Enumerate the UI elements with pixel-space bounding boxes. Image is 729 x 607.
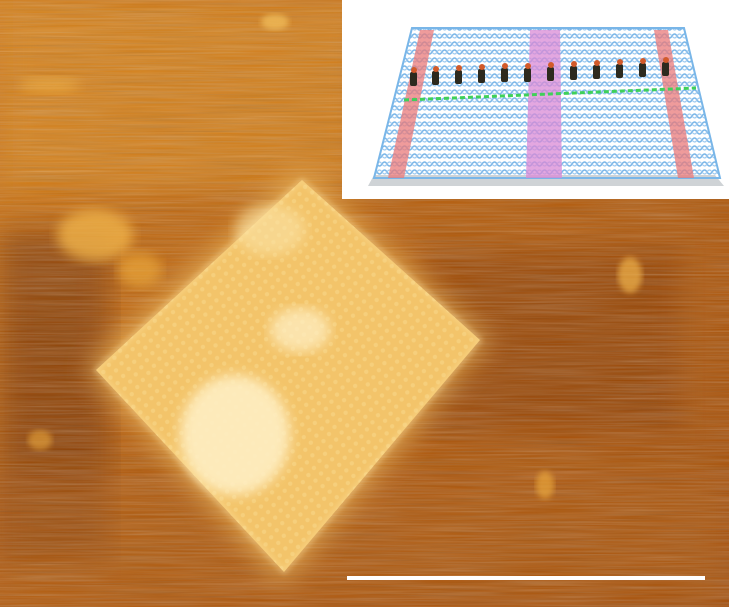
motif (570, 61, 577, 80)
motif (410, 67, 417, 86)
afm-debris (618, 257, 642, 293)
origami-tile-lattice (96, 180, 480, 572)
origami-edge (93, 177, 483, 575)
motif (547, 62, 554, 81)
motif (455, 65, 462, 84)
origami-schematic-inset (342, 0, 729, 199)
afm-debris (28, 430, 52, 450)
schematic-red-stripe-left (388, 30, 434, 178)
motif (501, 63, 508, 82)
schematic-green-track (403, 86, 697, 102)
motif (524, 63, 531, 82)
schematic-pink-band (526, 30, 562, 178)
origami-bright-patch (270, 308, 330, 352)
motif (662, 57, 669, 76)
afm-debris (118, 252, 162, 288)
schematic-motifs (410, 57, 669, 86)
origami-bright-patch (180, 375, 290, 495)
origami-bright-patch (235, 205, 305, 255)
afm-debris (20, 77, 80, 93)
origami-schematic (368, 27, 724, 186)
motif (432, 66, 439, 85)
motif (478, 64, 485, 83)
motif (593, 60, 600, 79)
afm-debris (57, 209, 133, 261)
motif (639, 58, 646, 77)
scale-bar (347, 576, 705, 580)
motif (616, 59, 623, 78)
afm-debris (536, 471, 554, 499)
afm-debris (261, 14, 289, 30)
